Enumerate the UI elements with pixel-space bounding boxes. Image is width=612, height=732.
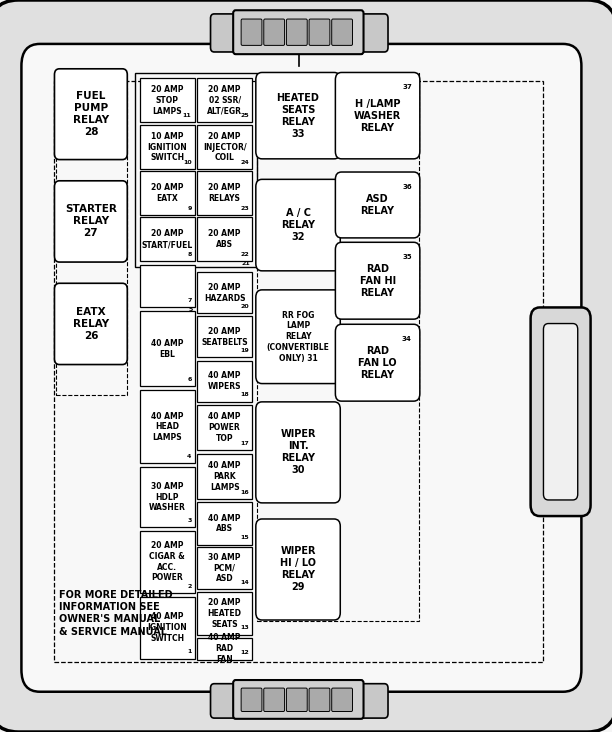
Text: 11: 11 (183, 113, 192, 118)
Text: 20 AMP
EATX: 20 AMP EATX (151, 184, 184, 203)
Bar (140, 311, 195, 386)
FancyBboxPatch shape (54, 181, 127, 262)
FancyBboxPatch shape (211, 14, 241, 52)
FancyBboxPatch shape (233, 10, 364, 54)
Bar (140, 531, 195, 593)
Text: 20 AMP
HAZARDS: 20 AMP HAZARDS (204, 283, 245, 302)
Text: H /LAMP
WASHER
RELAY: H /LAMP WASHER RELAY (354, 99, 401, 132)
FancyBboxPatch shape (233, 680, 364, 719)
FancyBboxPatch shape (264, 688, 285, 712)
Text: 4: 4 (187, 454, 192, 459)
FancyBboxPatch shape (256, 179, 340, 271)
Bar (140, 265, 195, 307)
Text: 10 AMP
IGNITION
SWITCH: 10 AMP IGNITION SWITCH (147, 132, 187, 163)
FancyBboxPatch shape (357, 14, 388, 52)
FancyBboxPatch shape (332, 19, 353, 45)
Bar (140, 171, 195, 215)
FancyBboxPatch shape (264, 19, 285, 45)
Bar (140, 597, 195, 659)
Text: 20 AMP
RELAYS: 20 AMP RELAYS (208, 184, 241, 203)
FancyBboxPatch shape (241, 19, 262, 45)
FancyBboxPatch shape (335, 242, 420, 319)
Text: 36: 36 (402, 184, 412, 190)
FancyBboxPatch shape (357, 684, 388, 718)
Text: 20 AMP
CIGAR &
ACC.
POWER: 20 AMP CIGAR & ACC. POWER (149, 541, 185, 583)
Bar (197, 316, 252, 357)
Text: ASD
RELAY: ASD RELAY (360, 194, 395, 216)
Text: 24: 24 (241, 160, 249, 165)
Text: 40 AMP
POWER
TOP: 40 AMP POWER TOP (208, 412, 241, 443)
Bar (197, 361, 252, 402)
Text: 14: 14 (241, 580, 249, 585)
Text: WIPER
INT.
RELAY
30: WIPER INT. RELAY 30 (280, 430, 316, 475)
Text: 6: 6 (187, 377, 192, 382)
Text: 30 AMP
PCM/
ASD: 30 AMP PCM/ ASD (208, 553, 241, 583)
Text: 20 AMP
START/FUEL: 20 AMP START/FUEL (141, 230, 193, 249)
Text: 23: 23 (241, 206, 249, 211)
Text: 20: 20 (241, 304, 249, 309)
Text: 1: 1 (187, 649, 192, 654)
Text: 18: 18 (241, 392, 249, 397)
Text: 20 AMP
STOP
LAMPS: 20 AMP STOP LAMPS (151, 85, 184, 116)
Text: RAD
FAN LO
RELAY: RAD FAN LO RELAY (358, 346, 397, 380)
FancyBboxPatch shape (256, 519, 340, 620)
Text: 25: 25 (241, 113, 249, 118)
Bar (257, 73, 419, 621)
Bar (197, 125, 252, 169)
Bar (140, 217, 195, 261)
Text: 40 AMP
IGNITION
SWITCH: 40 AMP IGNITION SWITCH (147, 613, 187, 643)
Text: WIPER
HI / LO
RELAY
29: WIPER HI / LO RELAY 29 (280, 547, 316, 592)
Bar (140, 390, 195, 463)
Text: STARTER
RELAY
27: STARTER RELAY 27 (65, 204, 117, 239)
FancyBboxPatch shape (54, 283, 127, 365)
FancyBboxPatch shape (335, 72, 420, 159)
Text: 20 AMP
HEATED
SEATS: 20 AMP HEATED SEATS (207, 598, 242, 629)
Bar (197, 217, 252, 261)
FancyBboxPatch shape (286, 688, 307, 712)
Text: 17: 17 (241, 441, 249, 446)
FancyBboxPatch shape (256, 290, 340, 384)
FancyBboxPatch shape (531, 307, 591, 516)
Text: A / C
RELAY
32: A / C RELAY 32 (281, 208, 315, 242)
Text: 34: 34 (402, 336, 412, 342)
FancyBboxPatch shape (211, 684, 241, 718)
Bar (135, 73, 257, 267)
Text: HEATED
SEATS
RELAY
33: HEATED SEATS RELAY 33 (277, 93, 319, 138)
Text: 40 AMP
ABS: 40 AMP ABS (208, 514, 241, 533)
Text: 21: 21 (242, 261, 250, 266)
Bar (197, 171, 252, 215)
Text: 13: 13 (241, 625, 249, 630)
Text: 35: 35 (402, 254, 412, 260)
Text: 20 AMP
SEATBELTS: 20 AMP SEATBELTS (201, 327, 248, 346)
FancyBboxPatch shape (335, 172, 420, 238)
Text: EATX
RELAY
26: EATX RELAY 26 (73, 307, 109, 341)
Text: 40 AMP
RAD
FAN: 40 AMP RAD FAN (208, 633, 241, 664)
FancyBboxPatch shape (543, 324, 578, 500)
FancyBboxPatch shape (309, 19, 330, 45)
FancyBboxPatch shape (256, 402, 340, 503)
Text: 20 AMP
02 SSR/
ALT/EGR: 20 AMP 02 SSR/ ALT/EGR (207, 85, 242, 116)
FancyBboxPatch shape (241, 688, 262, 712)
Text: 40 AMP
PARK
LAMPS: 40 AMP PARK LAMPS (208, 461, 241, 492)
Text: 15: 15 (241, 535, 249, 540)
FancyBboxPatch shape (332, 688, 353, 712)
FancyBboxPatch shape (286, 19, 307, 45)
Bar (197, 272, 252, 313)
Text: 8: 8 (187, 252, 192, 257)
Bar (140, 78, 195, 122)
Text: 40 AMP
EBL: 40 AMP EBL (151, 339, 184, 359)
Bar (197, 405, 252, 450)
Text: 22: 22 (241, 252, 249, 257)
Bar (197, 638, 252, 660)
Text: FOR MORE DETAILED
INFORMATION SEE
OWNER'S MANUAL
& SERVICE MANUAL: FOR MORE DETAILED INFORMATION SEE OWNER'… (59, 590, 173, 637)
Text: 16: 16 (241, 490, 249, 495)
FancyBboxPatch shape (54, 69, 127, 160)
Bar (197, 592, 252, 635)
Bar (56, 88, 127, 395)
Text: 3: 3 (187, 518, 192, 523)
Text: 9: 9 (187, 206, 192, 211)
Bar (197, 78, 252, 122)
Text: 20 AMP
INJECTOR/
COIL: 20 AMP INJECTOR/ COIL (203, 132, 247, 163)
Text: 37: 37 (402, 84, 412, 90)
